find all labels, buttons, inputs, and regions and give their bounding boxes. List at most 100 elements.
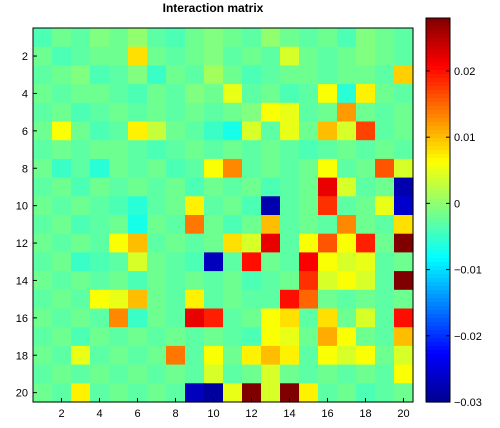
heatmap-cell [261, 46, 281, 66]
heatmap-cell [356, 345, 376, 366]
heatmap-cell [90, 177, 110, 197]
colorbar-segment [426, 362, 450, 367]
heatmap-cell [71, 65, 91, 85]
heatmap-cell [223, 289, 243, 310]
heatmap-cell [242, 46, 262, 66]
heatmap-cell [185, 364, 205, 384]
heatmap-cell [185, 289, 205, 310]
heatmap-cell [147, 289, 167, 310]
x-tick-label: 12 [245, 408, 257, 420]
colorbar-segment [426, 142, 450, 147]
heatmap-cell [299, 252, 319, 272]
heatmap-cell [337, 345, 357, 366]
heatmap-cell [185, 121, 205, 141]
heatmap-cell [261, 252, 281, 272]
colorbar-ticks: 0.02 0.01 0 −0.01 −0.02 −0.03 [426, 66, 482, 409]
colorbar-segment [426, 234, 450, 239]
heatmap-cell [147, 46, 167, 66]
colorbar-tick-label: −0.02 [454, 331, 482, 343]
colorbar-segment [426, 386, 450, 391]
heatmap-cell [280, 364, 300, 384]
heatmap-cell [356, 233, 376, 253]
heatmap-cell [109, 327, 129, 347]
heatmap-cell [223, 28, 243, 48]
heatmap-cell [109, 84, 129, 104]
colorbar-segment [426, 110, 450, 115]
heatmap-cell [242, 121, 262, 141]
heatmap-cell [52, 289, 72, 310]
heatmap-cell [147, 140, 167, 160]
heatmap-cell [204, 121, 224, 141]
heatmap-cell [356, 158, 376, 179]
heatmap-cell [394, 140, 414, 160]
heatmap-cell [394, 383, 414, 403]
heatmap-cell [109, 177, 129, 197]
heatmap-cell [52, 84, 72, 104]
heatmap-cell [337, 65, 357, 85]
heatmap-cell [337, 252, 357, 272]
heatmap-cell [242, 28, 262, 48]
heatmap-cell [147, 233, 167, 253]
heatmap-cell [166, 327, 186, 347]
heatmap-cell [71, 308, 91, 328]
heatmap-cell [394, 102, 414, 123]
heatmap-cell [128, 28, 148, 48]
heatmap-cell [375, 196, 395, 216]
heatmap-cell [299, 65, 319, 85]
heatmap-cell [318, 196, 338, 216]
heatmap-cell [356, 140, 376, 160]
colorbar-segment [426, 134, 450, 139]
heatmap-cell [299, 289, 319, 310]
colorbar-segment [426, 226, 450, 231]
colorbar-segment [426, 222, 450, 227]
heatmap-cell [280, 271, 300, 291]
heatmap-cell [166, 28, 186, 48]
colorbar-segment [426, 358, 450, 363]
colorbar-segment [426, 118, 450, 123]
heatmap-cell [261, 177, 281, 197]
heatmap-cell [299, 28, 319, 48]
heatmap-cell [185, 252, 205, 272]
y-tick-label: 8 [22, 163, 28, 175]
heatmap-cell [128, 233, 148, 253]
heatmap-cell [128, 364, 148, 384]
heatmap-cell [318, 327, 338, 347]
heatmap-cell [318, 28, 338, 48]
heatmap-cell [52, 196, 72, 216]
heatmap-cell [128, 327, 148, 347]
colorbar-segment [426, 310, 450, 315]
heatmap-cell [33, 383, 53, 403]
heatmap-cell [204, 65, 224, 85]
heatmap-cell [356, 308, 376, 328]
heatmap-cell [33, 121, 53, 141]
heatmap-cell [280, 102, 300, 123]
heatmap-cell [356, 102, 376, 123]
heatmap-cell [204, 177, 224, 197]
colorbar-segment [426, 86, 450, 91]
colorbar-segment [426, 330, 450, 335]
heatmap-cell [242, 177, 262, 197]
colorbar-segment [426, 318, 450, 323]
heatmap-cell [71, 28, 91, 48]
heatmap-cell [33, 289, 53, 310]
colorbar-segment [426, 138, 450, 143]
heatmap-cell [394, 252, 414, 272]
heatmap-cell [280, 289, 300, 310]
heatmap-cell [52, 140, 72, 160]
heatmap-cell [280, 233, 300, 253]
colorbar-segment [426, 50, 450, 55]
colorbar-segment [426, 294, 450, 299]
heatmap-cell [128, 215, 148, 235]
heatmap-cell [318, 102, 338, 123]
heatmap-cell [204, 345, 224, 366]
heatmap-cell [280, 177, 300, 197]
heatmap-cell [299, 308, 319, 328]
heatmap-cell [185, 46, 205, 66]
colorbar-segment [426, 258, 450, 263]
heatmap-cell [33, 28, 53, 48]
heatmap-cell [356, 271, 376, 291]
heatmap-cell [147, 158, 167, 179]
heatmap-cell [71, 121, 91, 141]
x-tick-label: 8 [172, 408, 178, 420]
colorbar-segment [426, 82, 450, 87]
